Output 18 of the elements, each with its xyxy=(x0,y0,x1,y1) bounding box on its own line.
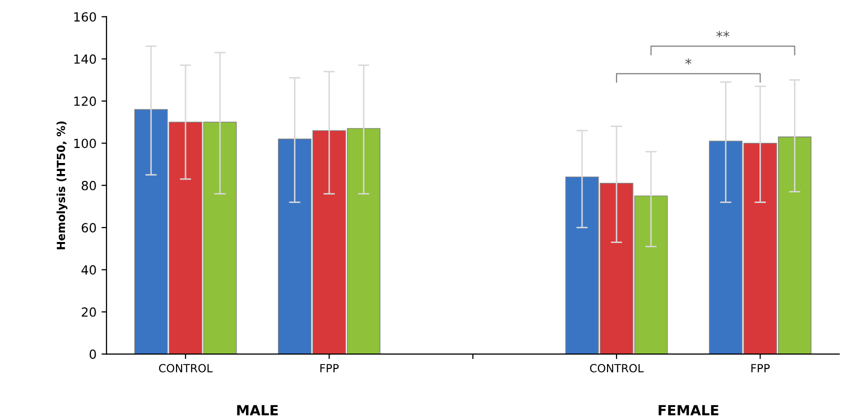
annotation: * xyxy=(685,58,692,65)
text: MALE xyxy=(237,405,278,416)
x-tick-label: CONTROL xyxy=(590,364,644,372)
annotation: ** xyxy=(716,30,730,38)
y-tick-label: 140 xyxy=(74,54,96,64)
y-tick-label: 60 xyxy=(82,223,96,232)
y-axis-title: Hemolysis (HT50, %) xyxy=(56,121,68,250)
y-tick-label: 20 xyxy=(82,307,96,317)
x-tick-label: CONTROL xyxy=(159,364,213,372)
y-tick-label: 0 xyxy=(90,350,96,359)
y-tick-label: 160 xyxy=(74,12,96,22)
y-tick-label: 40 xyxy=(81,265,96,275)
y-tick-label: 120 xyxy=(74,96,96,106)
y-tick-label: 80 xyxy=(82,180,96,190)
x-tick-label: FPP xyxy=(751,364,770,372)
x-tick-label: FPP xyxy=(320,364,339,372)
text: FEMALE xyxy=(658,405,718,416)
y-tick-label: 100 xyxy=(74,138,96,148)
